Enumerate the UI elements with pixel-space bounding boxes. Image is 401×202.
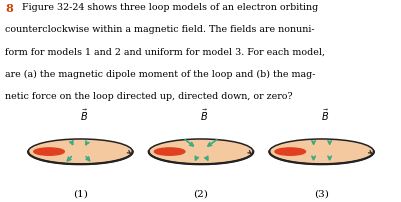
Text: (1): (1) — [73, 189, 88, 198]
Text: counterclockwise within a magnetic field. The fields are nonuni-: counterclockwise within a magnetic field… — [5, 25, 314, 35]
Circle shape — [34, 148, 64, 155]
Text: $\vec{B}$: $\vec{B}$ — [200, 108, 208, 123]
Text: $\vec{B}$: $\vec{B}$ — [79, 108, 87, 123]
Ellipse shape — [28, 139, 132, 164]
Circle shape — [274, 148, 305, 155]
Ellipse shape — [269, 139, 373, 164]
Text: are (a) the magnetic dipole moment of the loop and (b) the mag-: are (a) the magnetic dipole moment of th… — [5, 69, 315, 79]
Text: Figure 32-24 shows three loop models of an electron orbiting: Figure 32-24 shows three loop models of … — [22, 3, 318, 12]
Text: $\vec{B}$: $\vec{B}$ — [320, 108, 328, 123]
Ellipse shape — [148, 139, 253, 164]
Circle shape — [154, 148, 184, 155]
Text: form for models 1 and 2 and uniform for model 3. For each model,: form for models 1 and 2 and uniform for … — [5, 47, 324, 57]
Text: netic force on the loop directed up, directed down, or zero?: netic force on the loop directed up, dir… — [5, 92, 292, 101]
Text: (3): (3) — [313, 189, 328, 198]
Text: (2): (2) — [193, 189, 208, 198]
Text: 8: 8 — [5, 3, 13, 14]
